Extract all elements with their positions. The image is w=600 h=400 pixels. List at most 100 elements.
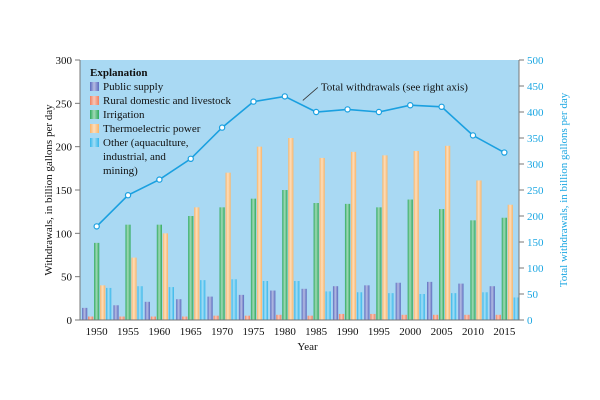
x-tick-label: 1990 <box>337 326 360 338</box>
legend-label: Rural domestic and livestock <box>103 95 231 107</box>
bar-irrigation-1960 <box>156 224 162 320</box>
x-tick-label: 1960 <box>148 326 171 338</box>
bar-other-2005 <box>451 293 457 320</box>
bar-other-1975 <box>262 281 269 320</box>
total-point-2015 <box>501 149 508 156</box>
legend-label: Irrigation <box>103 109 145 121</box>
legend-item: Public supply <box>90 81 164 93</box>
bar-rural-2015 <box>495 314 501 320</box>
y2-tick-label: 400 <box>527 107 544 119</box>
bar-thermoelectric-2005 <box>445 145 451 320</box>
bar-other-1950 <box>106 287 112 320</box>
bar-irrigation-1950 <box>94 242 100 320</box>
bar-other-1960 <box>168 287 174 320</box>
legend-swatch <box>90 138 99 147</box>
y2-tick-label: 250 <box>527 185 544 197</box>
bar-irrigation-1980 <box>282 190 288 320</box>
bar-rural-1965 <box>182 316 188 320</box>
bar-thermoelectric-2000 <box>413 151 419 320</box>
bar-other-1970 <box>231 279 237 320</box>
total-point-2005 <box>438 103 445 111</box>
x-tick-label: 1965 <box>180 326 203 338</box>
x-tick-label: 1980 <box>274 326 297 338</box>
bar-public-2015 <box>489 286 495 320</box>
bar-rural-1980 <box>276 314 282 320</box>
bar-thermoelectric-2010 <box>476 180 482 320</box>
axes-layer: 0 50 100 150 200 250 300 0 50 100 150 200 250 300 350 4… <box>56 55 545 338</box>
y-tick-label: 150 <box>56 185 73 197</box>
bar-rural-1990 <box>338 313 345 320</box>
y-tick-label: 200 <box>56 142 73 154</box>
y2-tick-label: 450 <box>527 81 544 93</box>
legend-title: Explanation <box>90 67 147 79</box>
bar-thermoelectric-1980 <box>288 138 294 320</box>
legend-label: industrial, and <box>103 151 166 163</box>
legend-item: Rural domestic and livestock <box>90 95 231 107</box>
legend-item: Irrigation <box>90 109 145 121</box>
x-tick-label: 1995 <box>368 326 391 338</box>
bar-rural-1970 <box>213 315 219 320</box>
bar-public-1980 <box>270 290 276 320</box>
bar-rural-1955 <box>119 316 125 320</box>
bar-irrigation-1965 <box>188 216 194 320</box>
legend-label: Public supply <box>103 81 164 93</box>
x-tick-label: 1975 <box>242 326 265 338</box>
bars-layer <box>82 138 519 320</box>
bar-rural-1960 <box>150 316 156 320</box>
bar-other-2000 <box>419 294 425 320</box>
total-point-1975 <box>250 98 257 105</box>
bar-public-1960 <box>144 301 150 320</box>
bar-thermoelectric-1995 <box>382 155 388 320</box>
total-point-1955 <box>124 191 132 199</box>
bar-thermoelectric-1960 <box>162 233 168 320</box>
total-point-1980 <box>281 93 289 100</box>
x-tick-label: 1955 <box>117 326 140 338</box>
bar-rural-2010 <box>464 314 470 320</box>
bar-other-1980 <box>294 281 300 320</box>
bar-irrigation-1995 <box>376 207 382 320</box>
legend-label: Thermoelectric power <box>103 123 201 135</box>
total-withdrawals-line <box>96 95 505 227</box>
total-point-2010 <box>469 132 477 139</box>
bar-thermoelectric-1950 <box>100 285 106 320</box>
bar-public-1950 <box>82 307 88 320</box>
total-point-1965 <box>187 155 194 162</box>
bar-public-1990 <box>332 286 339 320</box>
x-tick-label: 1950 <box>86 326 109 338</box>
bar-irrigation-1970 <box>219 207 225 320</box>
bar-rural-1950 <box>88 316 94 320</box>
y2-tick-label: 300 <box>527 159 544 171</box>
bar-public-1975 <box>238 294 245 320</box>
x-axis-label: Year <box>297 341 318 353</box>
bar-thermoelectric-1965 <box>194 207 200 320</box>
bar-public-2005 <box>427 281 433 320</box>
bar-other-2010 <box>482 292 488 320</box>
x-tick-label: 1970 <box>211 326 234 338</box>
bar-other-1995 <box>388 293 394 320</box>
bar-rural-2000 <box>401 314 407 320</box>
bar-rural-1985 <box>307 315 313 320</box>
legend-swatch <box>90 110 99 119</box>
total-point-1995 <box>375 108 383 116</box>
bar-rural-1995 <box>370 313 376 320</box>
y-axis-label: Withdrawals, in billion gallons per day <box>43 104 55 276</box>
bar-irrigation-2005 <box>439 209 445 320</box>
bar-public-1985 <box>301 288 307 320</box>
bar-other-1990 <box>356 292 363 320</box>
bar-irrigation-2015 <box>501 217 507 320</box>
legend-label: mining) <box>103 165 138 177</box>
bar-public-2010 <box>458 283 464 320</box>
y-tick-label: 0 <box>67 315 73 327</box>
legend-swatch <box>90 82 99 91</box>
y2-axis-label: Total withdrawals, in billion gallons pe… <box>558 92 570 287</box>
annotation-text: Total withdrawals (see right axis) <box>321 81 468 93</box>
bar-public-1955 <box>113 305 119 320</box>
bar-other-2015 <box>513 297 519 320</box>
y2-tick-label: 200 <box>527 211 544 223</box>
x-tick-label: 2005 <box>431 326 454 338</box>
bar-thermoelectric-1970 <box>225 172 231 320</box>
bar-thermoelectric-2015 <box>507 204 513 320</box>
bar-thermoelectric-1985 <box>319 157 325 320</box>
x-tick-label: 2000 <box>399 326 422 338</box>
